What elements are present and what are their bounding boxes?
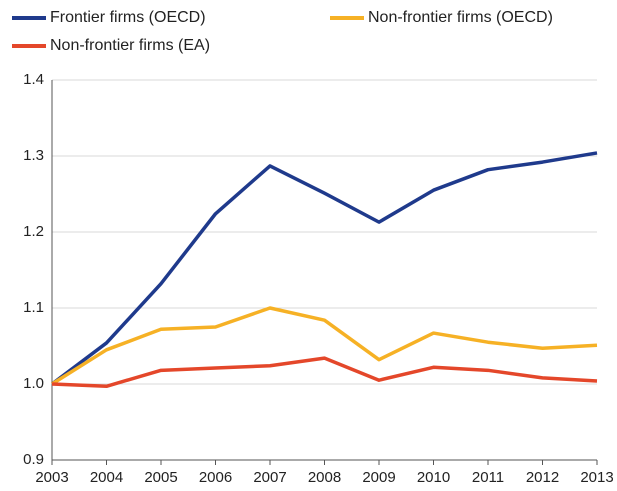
legend-label: Non-frontier firms (EA)	[50, 37, 210, 54]
y-tick-label: 1.4	[23, 71, 44, 88]
y-tick-label: 1.3	[23, 147, 44, 164]
x-tick-label: 2008	[308, 469, 341, 486]
x-tick-label: 2007	[253, 469, 286, 486]
series-line	[50, 151, 598, 386]
legend-label: Frontier firms (OECD)	[50, 9, 206, 26]
x-tick-label: 2004	[90, 469, 123, 486]
series-line	[51, 306, 598, 386]
series-line	[51, 356, 598, 389]
x-tick-label: 2011	[472, 469, 504, 486]
y-tick-label: 1.2	[23, 223, 44, 240]
x-tick-label: 2005	[144, 469, 177, 486]
x-tick-label: 2010	[417, 469, 450, 486]
x-tick-label: 2012	[526, 469, 559, 486]
y-tick-label: 1.0	[23, 375, 44, 392]
y-tick-label: 0.9	[23, 451, 44, 468]
x-tick-label: 2009	[362, 469, 395, 486]
y-tick-label: 1.1	[23, 299, 44, 316]
x-tick-label: 2003	[35, 469, 68, 486]
x-tick-label: 2006	[199, 469, 232, 486]
legend-label: Non-frontier firms (OECD)	[368, 9, 553, 26]
x-tick-label: 2013	[580, 469, 613, 486]
